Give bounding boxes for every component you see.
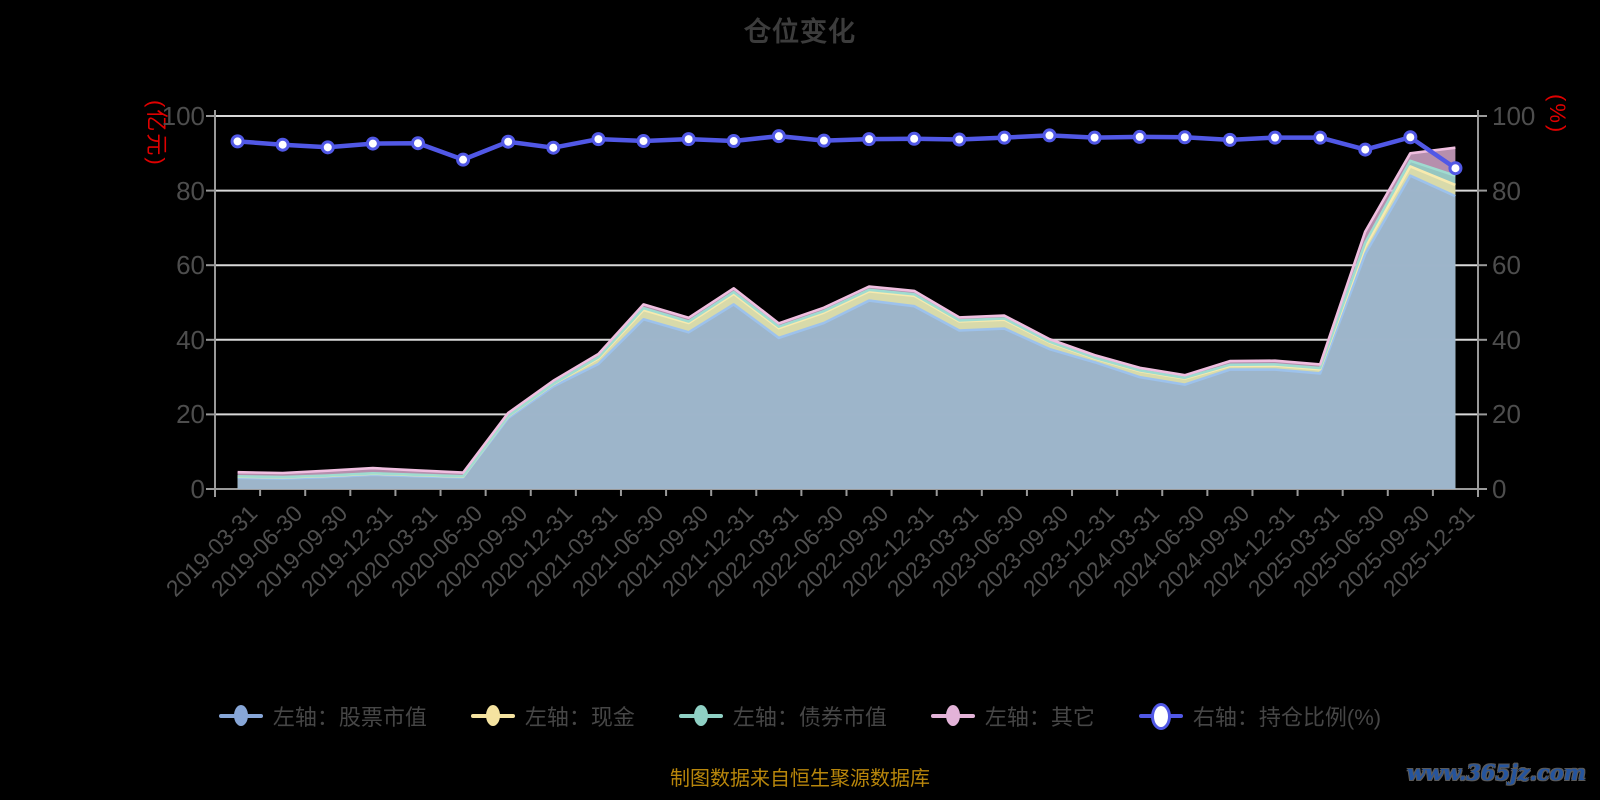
legend-item-label: 左轴：现金 bbox=[524, 705, 635, 730]
left-axis-tick-label: 40 bbox=[176, 324, 205, 355]
legend-item-label: 右轴：持仓比例(%) bbox=[1192, 705, 1382, 730]
left-axis-tick-label: 0 bbox=[190, 474, 205, 504]
bond-legend-marker-icon bbox=[678, 704, 723, 728]
chart-title: 仓位变化 bbox=[744, 17, 856, 47]
right-axis-tick-label: 20 bbox=[1492, 399, 1521, 430]
left-axis-tick-label: 60 bbox=[176, 250, 205, 281]
legend-item-position-ratio[interactable]: 右轴：持仓比例(%) bbox=[1138, 700, 1382, 732]
legend-item-label: 左轴：其它 bbox=[984, 705, 1095, 730]
right-axis-tick-label: 60 bbox=[1492, 250, 1521, 281]
legend-item-cash[interactable]: 左轴：现金 bbox=[470, 700, 635, 732]
left-axis-unit-label: (亿元) bbox=[144, 100, 169, 167]
right-axis-tick-label: 0 bbox=[1492, 474, 1507, 504]
right-axis-tick-label: 100 bbox=[1492, 101, 1536, 131]
left-axis-tick-label: 20 bbox=[176, 399, 205, 430]
left-axis-tick-label: 100 bbox=[161, 101, 205, 131]
right-axis-tick-label: 40 bbox=[1492, 324, 1521, 355]
legend-item-label: 左轴：债券市值 bbox=[732, 705, 887, 730]
legend-item-other[interactable]: 左轴：其它 bbox=[930, 700, 1095, 732]
stock-legend-marker-icon bbox=[218, 704, 263, 728]
other-legend-marker-icon bbox=[930, 704, 975, 728]
legend-item-label: 左轴：股票市值 bbox=[272, 705, 427, 730]
position-ratio-legend-marker-icon bbox=[1138, 703, 1183, 730]
legend-item-bond[interactable]: 左轴：债券市值 bbox=[678, 700, 887, 732]
left-axis-tick-label: 80 bbox=[176, 175, 205, 206]
right-axis-tick-label: 80 bbox=[1492, 175, 1521, 206]
data-source-note: 制图数据来自恒生聚源数据库 bbox=[670, 768, 930, 790]
cash-legend-marker-icon bbox=[470, 704, 515, 728]
legend-item-stock[interactable]: 左轴：股票市值 bbox=[218, 700, 427, 732]
watermark: www.365jz.com bbox=[1406, 760, 1586, 785]
right-axis-unit-label: (%) bbox=[1545, 94, 1570, 135]
legend: 左轴：股票市值 左轴：现金 左轴：债券市值 左轴：其它 右轴：持仓比例(%) bbox=[0, 700, 1600, 732]
